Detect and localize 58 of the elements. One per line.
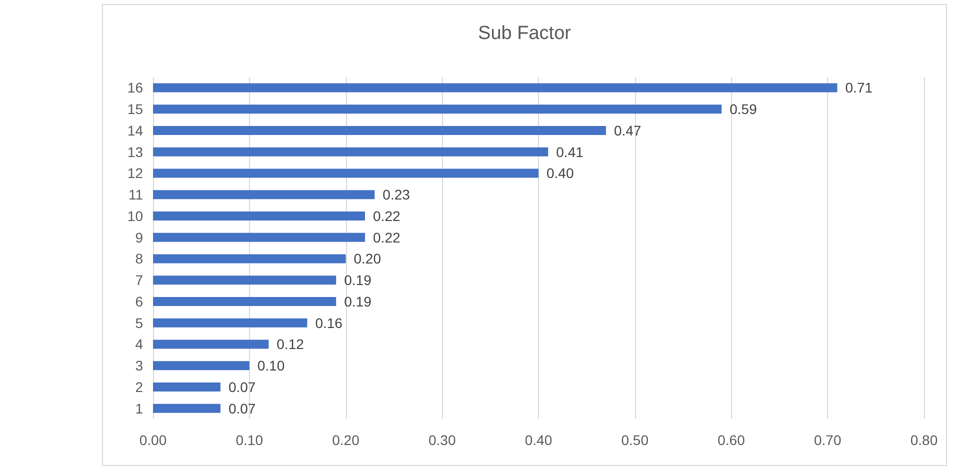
data-label: 0.41: [556, 144, 584, 160]
bar: [153, 296, 336, 306]
x-tick-label: 0.10: [236, 432, 264, 448]
x-tick-label: 0.00: [139, 432, 167, 448]
y-tick-label: 4: [135, 336, 144, 352]
data-label: 0.19: [344, 293, 372, 310]
data-label: 0.16: [315, 314, 343, 331]
y-tick-label: 2: [135, 378, 144, 395]
bar: [153, 83, 838, 92]
data-label: 0.07: [228, 400, 256, 416]
data-label: 0.07: [228, 378, 256, 395]
x-tick-label: 0.70: [814, 432, 842, 448]
bar: [153, 147, 548, 156]
y-tick-label: 13: [127, 144, 144, 160]
y-tick-label: 12: [127, 165, 144, 182]
data-label: 0.10: [257, 358, 285, 374]
bar: [153, 318, 308, 328]
y-tick-label: 3: [135, 358, 144, 374]
bar: [153, 190, 375, 200]
bar: [153, 276, 336, 285]
bar: [153, 404, 220, 413]
bar: [153, 254, 346, 264]
y-tick-label: 8: [135, 250, 144, 267]
x-tick-label: 0.30: [428, 432, 456, 448]
data-label: 0.40: [546, 165, 574, 182]
y-tick-label: 14: [127, 122, 144, 138]
data-label: 0.22: [373, 229, 400, 246]
bar: [153, 126, 606, 135]
data-label: 0.59: [730, 101, 758, 118]
x-tick-label: 0.50: [621, 432, 649, 448]
x-tick-label: 0.80: [910, 432, 938, 448]
bar: [153, 104, 722, 114]
bar: [153, 168, 538, 178]
data-label: 0.47: [614, 122, 642, 138]
data-label: 0.23: [382, 186, 410, 203]
x-tick-label: 0.20: [332, 432, 360, 448]
y-tick-label: 1: [135, 400, 144, 416]
x-tick-label: 0.40: [524, 432, 552, 448]
y-tick-label: 11: [128, 186, 144, 203]
y-tick-label: 15: [127, 101, 144, 118]
data-label: 0.20: [354, 250, 382, 267]
x-tick-label: 0.60: [718, 432, 746, 448]
bar: [153, 340, 269, 349]
y-tick-label: 16: [127, 80, 144, 96]
y-tick-label: 9: [135, 229, 144, 246]
y-tick-label: 5: [135, 314, 144, 331]
data-label: 0.71: [845, 80, 873, 96]
y-tick-label: 10: [127, 208, 144, 224]
bar: [153, 361, 250, 370]
data-label: 0.22: [373, 208, 400, 224]
y-tick-label: 6: [135, 293, 144, 310]
y-tick-label: 7: [135, 272, 144, 288]
chart-title: Sub Factor: [478, 23, 572, 44]
bar: [153, 232, 366, 242]
data-label: 0.12: [276, 336, 304, 352]
bar: [153, 382, 220, 392]
bar: [153, 211, 366, 220]
data-label: 0.19: [344, 272, 372, 288]
